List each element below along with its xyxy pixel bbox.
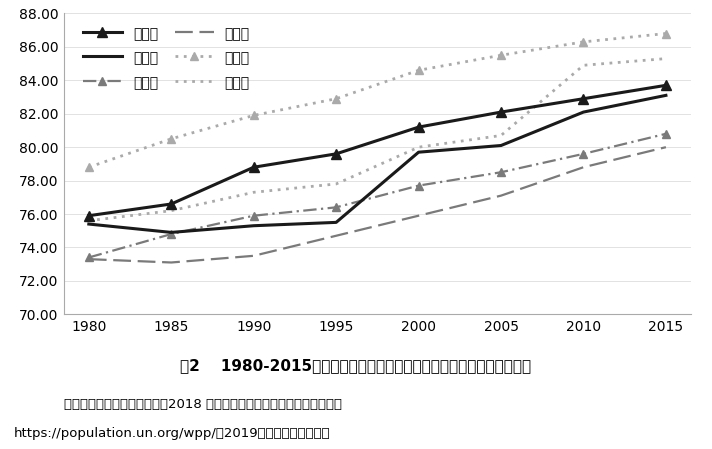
Legend: 总日本, 总上海, 男日本, 男上海, 女日本, 女上海: 总日本, 总上海, 男日本, 男上海, 女日本, 女上海: [78, 20, 256, 95]
Text: 图2    1980-2015年上海市户籍人口与日本人口预期寿命变动比较（岁）: 图2 1980-2015年上海市户籍人口与日本人口预期寿命变动比较（岁）: [180, 358, 532, 374]
Text: 数据来源：上海数据来源于《2018 年上海市统计年鉴》，日本数据来源于: 数据来源：上海数据来源于《2018 年上海市统计年鉴》，日本数据来源于: [64, 398, 342, 410]
Text: https://population.un.org/wpp/（2019年世界人口展望）。: https://population.un.org/wpp/（2019年世界人口…: [14, 427, 331, 440]
